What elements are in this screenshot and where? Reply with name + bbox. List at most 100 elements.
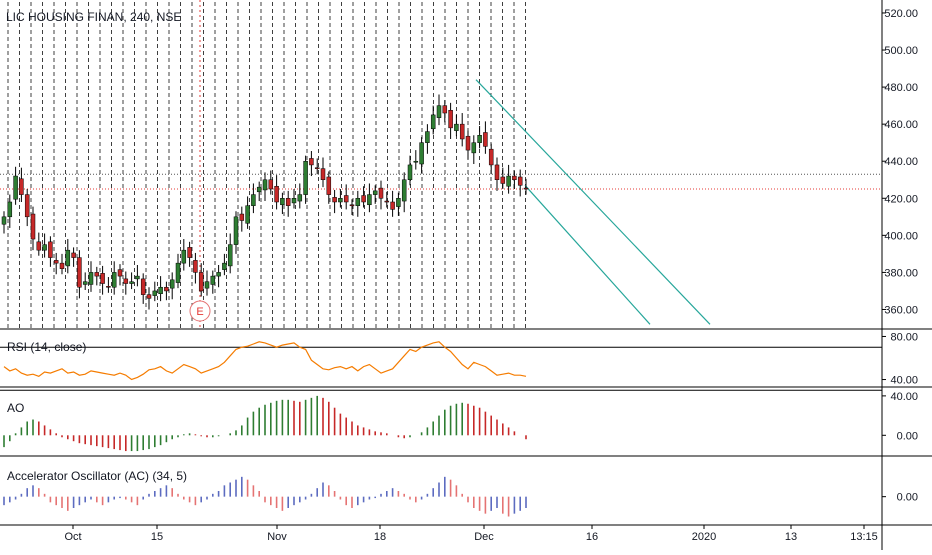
rsi-line: [3, 341, 527, 381]
candle-body: [355, 198, 361, 206]
candle-body: [384, 200, 390, 203]
candle-body: [523, 187, 529, 190]
time-axis: Oct 15 Nov 18 Dec 16 2020 13 13:15: [64, 525, 878, 543]
candle-body: [135, 275, 140, 280]
symbol-title: LIC HOUSING FINAN, 240, NSE: [6, 10, 181, 24]
price-tick-label: 400.00: [884, 230, 918, 242]
candle-body: [361, 195, 366, 203]
time-tick-label: 16: [586, 531, 598, 543]
candle-body: [512, 175, 517, 181]
candle-body: [1, 216, 7, 225]
time-tick-label: Nov: [267, 531, 287, 543]
time-tick-label: 2020: [692, 531, 716, 543]
candle-body: [280, 198, 285, 206]
candle-body: [42, 244, 47, 251]
time-tick-label: 13:15: [850, 531, 878, 543]
price-tick-label: 380.00: [884, 267, 918, 279]
channel-line-upper: [475, 79, 711, 325]
candle-body: [233, 216, 239, 245]
candle-body: [442, 105, 448, 114]
candle-body: [251, 194, 256, 206]
price-tick-label: 360.00: [884, 304, 918, 316]
candle-body: [24, 194, 30, 218]
candle-body: [65, 249, 71, 267]
price-axis: 360.00 380.00 400.00 420.00 440.00 460.00 480.…: [882, 8, 918, 504]
candle-body: [407, 164, 413, 181]
candle-body: [378, 187, 384, 199]
time-tick-label: 15: [151, 531, 163, 543]
candle-body: [146, 294, 152, 299]
candle-body: [82, 281, 88, 285]
candle-body: [320, 168, 326, 181]
candle-body: [181, 249, 187, 264]
price-tick-label: 40.00: [890, 375, 918, 387]
price-tick-label: 40.00: [890, 391, 918, 403]
candle-body: [77, 257, 82, 288]
candle-body: [13, 175, 18, 200]
candle-body: [106, 286, 111, 288]
candle-body: [19, 178, 24, 195]
time-tick-label: 18: [374, 531, 386, 543]
price-tick-label: 460.00: [884, 119, 918, 131]
candle-body: [372, 190, 378, 195]
candle-body: [517, 176, 523, 186]
time-tick-label: Oct: [64, 531, 81, 543]
rsi-title: RSI (14, close): [7, 340, 86, 354]
candle-body: [59, 262, 65, 269]
candle-body: [187, 247, 192, 258]
event-circle: [189, 300, 211, 322]
rsi-pane: [0, 341, 882, 391]
candle-body: [390, 201, 395, 210]
candle-body: [262, 179, 268, 191]
candle-body: [152, 290, 158, 296]
horizontal-levels: [0, 173, 882, 190]
candle-body: [227, 244, 233, 267]
candle-body: [7, 201, 13, 218]
price-tick-label: 440.00: [884, 156, 918, 168]
earnings-event-marker[interactable]: E: [189, 300, 211, 322]
vertical-dashed-grid: [7, 0, 526, 328]
candlestick-series: [1, 94, 529, 310]
candle-body: [413, 160, 419, 163]
candle-body: [239, 213, 245, 221]
ao-pane: [3, 395, 527, 452]
candle-body: [309, 158, 314, 166]
time-tick-label: 13: [785, 531, 797, 543]
candle-body: [256, 186, 262, 193]
candle-body: [274, 185, 279, 203]
candle-body: [465, 135, 471, 151]
candle-body: [494, 164, 500, 181]
candle-body: [198, 272, 204, 292]
candle-body: [471, 142, 477, 154]
candle-body: [204, 281, 210, 289]
candle-body: [332, 197, 337, 203]
candle-body: [285, 198, 291, 206]
candle-body: [367, 194, 372, 206]
price-tick-label: 500.00: [884, 45, 918, 57]
candle-body: [500, 176, 506, 184]
candle-body: [100, 273, 105, 284]
candle-body: [419, 142, 424, 165]
candle-body: [425, 131, 430, 143]
candle-body: [164, 286, 169, 292]
candle-body: [338, 198, 343, 203]
candle-body: [483, 132, 488, 147]
price-tick-label: 80.00: [890, 331, 918, 343]
candle-body: [297, 194, 303, 202]
candle-body: [129, 281, 134, 284]
candle-body: [193, 260, 198, 273]
trend-channel: [475, 79, 711, 325]
candle-body: [459, 123, 465, 140]
candle-body: [117, 269, 123, 277]
candle-body: [314, 167, 320, 169]
candle-body: [94, 272, 100, 277]
price-tick-label: 420.00: [884, 193, 918, 205]
candle-body: [430, 114, 436, 130]
candle-body: [436, 105, 442, 118]
candle-body: [343, 195, 349, 203]
candle-body: [169, 279, 175, 289]
candle-body: [477, 135, 482, 143]
